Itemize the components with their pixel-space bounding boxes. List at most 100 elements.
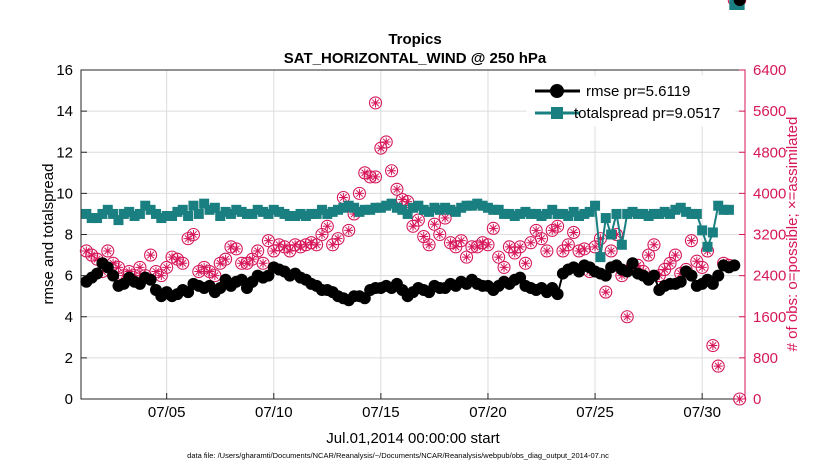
obs-assimilated-marker	[349, 209, 359, 219]
obs-possible-marker	[352, 186, 367, 200]
obs-point	[663, 256, 677, 270]
obs-assimilated-marker	[456, 236, 466, 246]
totalspread-point	[434, 204, 445, 215]
obs-assimilated-marker	[504, 242, 514, 252]
obs-point	[310, 238, 324, 252]
totalspread-point	[541, 208, 552, 219]
obs-point	[390, 182, 404, 196]
legend-spread-label: totalspread pr=9.0517	[574, 105, 720, 122]
totalspread-point	[445, 204, 456, 215]
legend-rmse-marker	[550, 84, 564, 98]
obs-point	[604, 244, 618, 258]
obs-assimilated-marker	[520, 258, 530, 268]
right-tick-label: 5600	[753, 103, 786, 120]
obs-assimilated-marker	[354, 188, 364, 198]
obs-outlier-point	[733, 392, 747, 406]
obs-possible-marker	[577, 242, 591, 256]
totalspread-point	[209, 202, 220, 213]
totalspread-point	[150, 208, 161, 219]
obs-possible-marker	[288, 238, 302, 252]
obs-assimilated-marker	[156, 271, 166, 281]
obs-assimilated-marker	[263, 236, 273, 246]
right-tick-label: 4800	[753, 144, 786, 161]
obs-possible-marker	[304, 236, 318, 250]
obs-assimilated-marker	[419, 232, 429, 242]
obs-possible-marker	[486, 221, 500, 235]
obs-assimilated-marker	[440, 213, 450, 223]
obs-possible-marker	[567, 225, 581, 239]
obs-point	[454, 234, 468, 248]
obs-possible-marker	[368, 170, 383, 184]
obs-possible-marker	[320, 219, 334, 233]
totalspread-point	[397, 204, 408, 215]
obs-point	[251, 244, 265, 258]
obs-assimilated-marker	[579, 244, 589, 254]
obs-assimilated-marker	[231, 244, 241, 254]
obs-possible-marker	[481, 238, 495, 252]
obs-point	[342, 223, 356, 237]
totalspread-point	[466, 200, 477, 211]
obs-assimilated-marker	[183, 234, 193, 244]
obs-point	[422, 238, 436, 252]
obs-possible-marker	[604, 244, 618, 258]
obs-assimilated-marker	[146, 250, 156, 260]
obs-point	[331, 232, 345, 246]
obs-assimilated-marker	[569, 227, 579, 237]
obs-assimilated-marker	[242, 258, 252, 268]
right-tick-label: 3200	[753, 227, 786, 244]
obs-assimilated-marker	[194, 267, 204, 277]
obs-possible-marker	[224, 240, 238, 254]
totalspread-point	[729, 0, 740, 10]
totalspread-point	[632, 208, 643, 219]
totalspread-point	[156, 213, 167, 224]
obs-possible-marker	[518, 256, 533, 270]
obs-assimilated-marker	[210, 271, 220, 281]
left-tick-label: 4	[65, 309, 73, 326]
totalspread-point	[113, 215, 124, 226]
obs-point	[411, 213, 425, 227]
obs-possible-marker	[706, 338, 720, 353]
obs-assimilated-marker	[237, 258, 247, 268]
obs-possible-marker	[101, 244, 115, 258]
obs-possible-marker	[711, 359, 725, 373]
obs-point	[433, 227, 447, 242]
chart-title: Tropics	[388, 31, 441, 48]
obs-point	[492, 250, 506, 264]
obs-assimilated-marker	[333, 234, 343, 244]
totalspread-point	[600, 213, 611, 224]
left-tick-label: 10	[56, 185, 73, 202]
obs-possible-marker	[160, 260, 174, 274]
obs-possible-marker	[733, 392, 747, 406]
right-tick-label: 1600	[753, 309, 786, 326]
obs-possible-marker	[390, 182, 404, 196]
obs-point	[497, 260, 511, 274]
obs-possible-marker	[647, 238, 661, 252]
obs-possible-marker	[668, 248, 682, 262]
totalspread-point	[499, 208, 510, 219]
obs-point	[706, 338, 720, 353]
x-axis-label: Jul.01,2014 00:00:00 start	[326, 430, 500, 447]
rmse-point	[674, 275, 687, 288]
obs-possible-marker	[342, 223, 356, 237]
obs-point	[561, 238, 575, 252]
obs-point	[368, 170, 383, 184]
totalspread-point	[531, 208, 542, 219]
totalspread-point	[311, 208, 322, 219]
obs-point	[534, 232, 549, 246]
totalspread-point	[145, 204, 156, 215]
totalspread-point	[552, 208, 563, 219]
totalspread-point	[509, 210, 520, 221]
obs-possible-marker	[176, 256, 190, 270]
obs-possible-marker	[299, 238, 313, 252]
totalspread-point	[654, 208, 665, 219]
obs-assimilated-marker	[537, 234, 547, 244]
totalspread-point	[681, 206, 692, 217]
obs-assimilated-marker	[403, 197, 413, 207]
obs-assimilated-marker	[451, 242, 461, 252]
totalspread-point	[129, 210, 140, 221]
totalspread-point	[611, 208, 622, 219]
obs-assimilated-marker	[322, 221, 332, 231]
totalspread-point	[616, 239, 627, 250]
obs-assimilated-marker	[81, 246, 91, 256]
